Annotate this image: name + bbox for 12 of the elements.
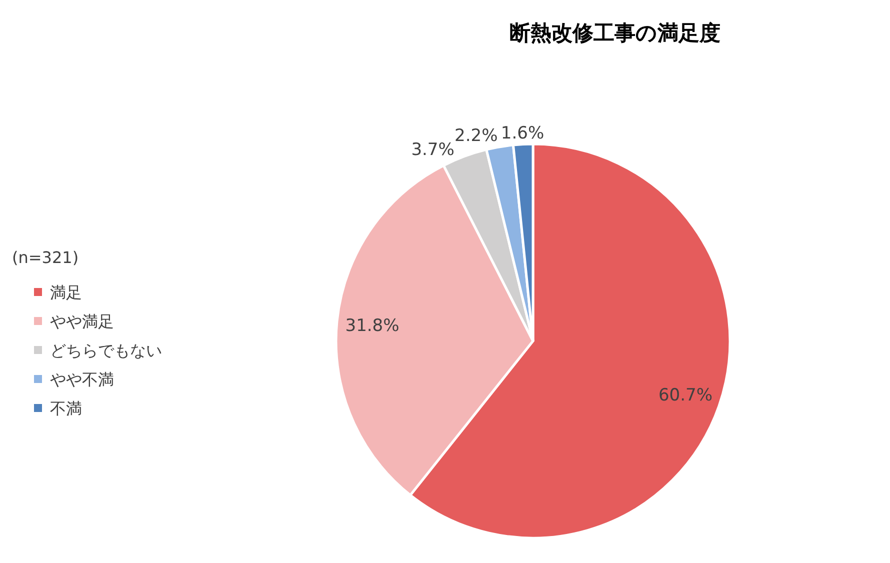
- data-label: 3.7%: [411, 140, 454, 160]
- legend-title: (n=321): [12, 248, 79, 267]
- legend-label: やや満足: [50, 312, 114, 331]
- data-label: 31.8%: [345, 316, 400, 336]
- legend-label: 不満: [50, 399, 82, 418]
- data-label: 2.2%: [454, 126, 498, 146]
- data-label: 1.6%: [500, 123, 544, 144]
- chart-title: 断熱改修工事の満足度: [510, 21, 720, 45]
- data-label: 60.7%: [658, 385, 713, 406]
- legend-label: やや不満: [50, 370, 114, 389]
- legend-label: 満足: [50, 283, 82, 302]
- legend-label: どちらでもない: [50, 341, 162, 360]
